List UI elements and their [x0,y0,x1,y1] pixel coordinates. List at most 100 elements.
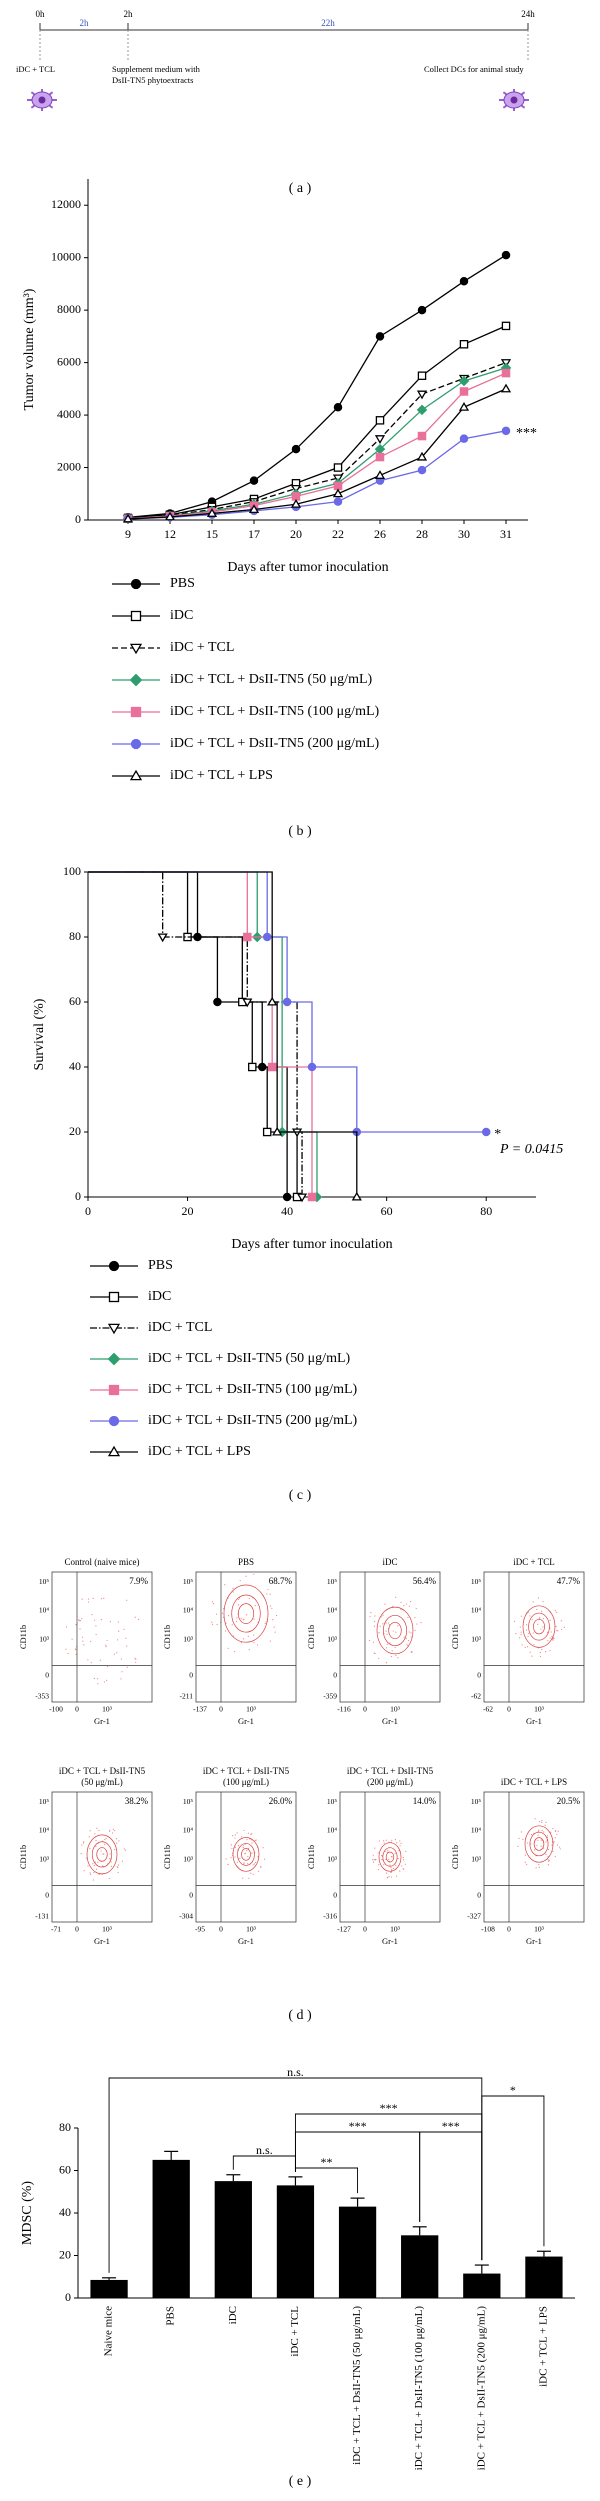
event-dot [87,1865,89,1867]
marker [459,434,469,443]
event-dot [549,1619,551,1621]
bar [276,2185,315,2298]
survival-step [277,1131,358,1197]
event-dot [271,1607,273,1609]
event-dot [242,1845,244,1847]
event-dot [110,1861,112,1863]
series-line [127,388,507,520]
event-dot [547,1859,549,1861]
event-dot [390,1871,393,1873]
marker [129,643,143,655]
event-dot [543,1831,545,1833]
panel-title: iDC + TCL + DsII-TN5 [347,1766,434,1776]
event-dot [116,1652,118,1654]
y-tick-label: -359 [323,1692,337,1701]
event-dot [231,1624,233,1626]
x-tick-label: 10³ [534,1705,545,1714]
marker [108,1291,120,1303]
event-dot [105,1646,107,1648]
event-dot [397,1858,399,1860]
plot-frame [195,1791,297,1923]
event-dot [247,1635,249,1638]
panel-label: ( a ) [289,181,312,196]
survival-step [88,871,273,1002]
event-dot [252,1873,254,1875]
y-tick-label: 80 [59,2120,71,2134]
event-dot [526,1842,529,1844]
event-dot [539,1617,541,1619]
timeline-time: 24h [521,9,535,19]
y-tick-label: 0 [45,1891,49,1900]
event-dot [545,1853,547,1855]
event-dot [534,1818,536,1820]
x-tick-label: 31 [500,527,512,541]
bar [401,2235,439,2298]
event-dot [109,1829,111,1831]
event-dot [545,1821,547,1824]
event-dot [538,1866,540,1868]
event-dot [82,1842,85,1844]
y-tick-label: -353 [35,1692,49,1701]
event-dot [395,1875,398,1877]
timeline-step: DsII-TN5 phytoextracts [112,75,193,85]
event-dot [95,1839,97,1842]
x-tick-label: 15 [206,527,218,541]
plot-frame [195,1571,297,1703]
annotation: * [494,1127,501,1142]
event-dot [94,1833,96,1835]
plot-frame [51,1571,153,1703]
event-dot [537,1830,540,1833]
event-dot [545,1841,547,1843]
event-dot [401,1865,403,1867]
y-axis-label: CD11b [306,1845,316,1869]
y-tick-label: 10⁴ [471,1606,482,1615]
y-axis-label: CD11b [306,1625,316,1649]
marker [416,390,428,400]
x-tick-label: iDC + TCL + DsII-TN5 (100 μg/mL) [413,2306,425,2471]
event-dot [385,1622,387,1624]
series-line [127,254,507,519]
event-dot [370,1612,372,1614]
event-dot [377,1852,379,1854]
event-dot [533,1644,535,1646]
bar [463,2273,501,2298]
y-tick-label: 10³ [183,1854,194,1863]
x-tick-label: iDC + TCL + DsII-TN5 (200 μg/mL) [475,2306,487,2471]
event-dot [374,1615,376,1617]
contour [237,1843,255,1866]
y-tick-label: 40 [69,1059,81,1073]
event-dot [95,1845,97,1847]
y-tick-label: -304 [179,1912,193,1921]
panel-title: iDC + TCL + DsII-TN5 [59,1766,146,1776]
event-dot [240,1642,243,1644]
event-dot [212,1603,215,1605]
event-dot [253,1573,255,1575]
y-axis-label: Survival (%) [32,998,47,1070]
event-dot [233,1650,236,1653]
gate-percent: 7.9% [129,1576,148,1586]
event-dot [267,1588,269,1591]
plot-frame [483,1791,585,1923]
timeline-step: iDC + TCL [16,64,55,74]
timeline-step: Supplement medium with [112,64,201,74]
event-dot [91,1613,93,1616]
event-dot [529,1615,531,1617]
event-dot [390,1655,392,1658]
event-dot [392,1630,394,1632]
event-dot [244,1843,246,1846]
event-dot [407,1639,410,1642]
event-dot [211,1621,213,1623]
significance-label: n.s. [287,2065,304,2079]
y-tick-label: 0 [45,1671,49,1680]
event-dot [544,1651,547,1653]
event-dot [234,1846,236,1849]
cell-nucleus [38,96,46,104]
event-dot [390,1866,392,1869]
event-dot [227,1647,229,1649]
event-dot [536,1608,538,1611]
event-dot [400,1608,402,1611]
marker [130,578,142,590]
event-dot [549,1637,551,1639]
event-dot [524,1861,526,1863]
event-dot [539,1655,542,1658]
